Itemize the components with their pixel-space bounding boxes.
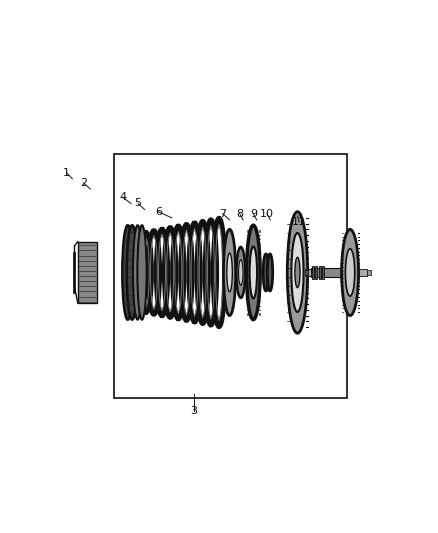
Text: 8: 8 (236, 209, 244, 219)
Bar (315, 266, 318, 279)
Bar (312, 266, 314, 279)
Text: 7: 7 (219, 209, 226, 219)
Text: 5: 5 (134, 198, 141, 208)
Text: 2: 2 (80, 178, 87, 188)
Ellipse shape (237, 247, 245, 298)
Text: 3: 3 (191, 406, 198, 416)
Bar (300, 269, 303, 276)
Text: 9: 9 (250, 209, 257, 219)
Ellipse shape (122, 225, 133, 320)
Bar (296, 269, 298, 276)
Bar (322, 266, 324, 279)
Bar (73, 252, 75, 293)
Text: 10: 10 (260, 209, 274, 219)
Ellipse shape (138, 225, 147, 320)
Ellipse shape (295, 257, 300, 288)
Ellipse shape (291, 233, 304, 312)
Text: 11: 11 (292, 217, 306, 227)
Ellipse shape (287, 212, 307, 333)
Ellipse shape (342, 229, 359, 316)
Bar (359, 269, 367, 276)
Bar (367, 270, 371, 274)
Ellipse shape (346, 249, 355, 296)
Bar (293, 269, 311, 276)
Ellipse shape (247, 225, 260, 320)
Bar (319, 266, 321, 279)
Ellipse shape (133, 225, 142, 320)
Ellipse shape (239, 260, 243, 285)
Ellipse shape (263, 254, 268, 291)
Bar (305, 269, 307, 276)
Ellipse shape (223, 229, 236, 316)
Ellipse shape (267, 254, 273, 291)
Ellipse shape (250, 246, 257, 298)
Bar (114, 154, 347, 399)
Ellipse shape (127, 225, 138, 320)
Text: 1: 1 (63, 168, 70, 177)
Bar (311, 268, 342, 277)
Ellipse shape (227, 253, 232, 292)
Text: 6: 6 (155, 207, 162, 217)
Bar (78, 241, 96, 303)
Text: 4: 4 (119, 192, 126, 203)
